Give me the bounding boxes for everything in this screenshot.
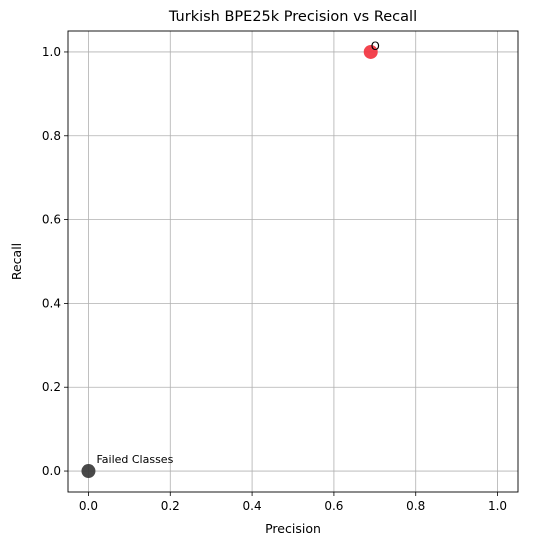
x-tick-label: 0.8 [406,499,425,513]
y-tick-label: 0.8 [42,129,61,143]
x-tick-label: 0.4 [243,499,262,513]
grid-lines [68,31,518,492]
y-tick-label: 0.2 [42,380,61,394]
y-tick-label: 0.0 [42,464,61,478]
y-axis-ticks: 0.0 0.2 0.4 0.6 0.8 1.0 [42,45,68,478]
x-tick-label: 0.0 [79,499,98,513]
x-tick-label: 0.6 [324,499,343,513]
x-tick-label: 0.2 [161,499,180,513]
x-axis-ticks: 0.0 0.2 0.4 0.6 0.8 1.0 [79,492,507,513]
point-annotations: O Failed Classes [96,39,379,466]
plot-frame [67,30,519,493]
y-axis-label: Recall [9,243,24,280]
y-tick-label: 1.0 [42,45,61,59]
data-point [81,464,96,479]
point-annotation: O [371,39,380,53]
x-tick-label: 1.0 [488,499,507,513]
point-annotation: Failed Classes [96,453,173,466]
chart-title: Turkish BPE25k Precision vs Recall [168,9,417,25]
y-tick-label: 0.4 [42,296,61,310]
data-points [81,44,378,479]
y-tick-label: 0.6 [42,213,61,227]
x-axis-label: Precision [265,521,321,536]
data-point [363,44,378,59]
